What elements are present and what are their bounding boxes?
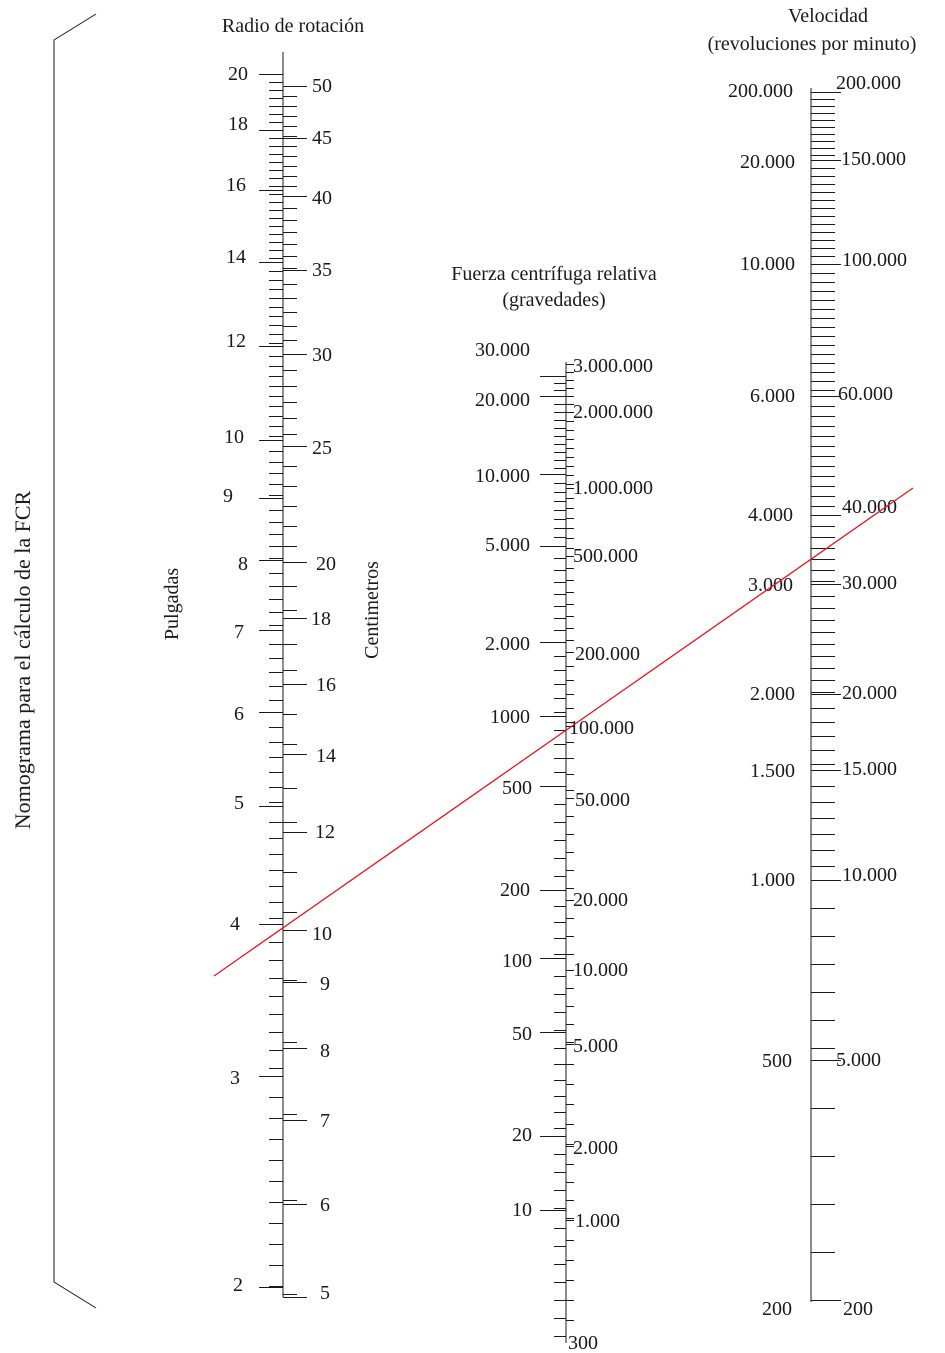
rcf-title-line2: (gravedades) <box>502 289 605 311</box>
speed-title-line2: (revoluciones por minuto) <box>708 33 917 55</box>
rcf-left-label: 100 <box>502 950 532 972</box>
speed-right-label: 60.000 <box>838 383 893 405</box>
rcf-right-label: 1.000.000 <box>573 477 653 499</box>
radius-cm-label: 10 <box>312 923 332 945</box>
speed-left-label: 1.500 <box>750 760 795 782</box>
radius-title: Radio de rotación <box>222 15 364 37</box>
rcf-left-label: 1000 <box>490 706 530 728</box>
rcf-left-label: 10.000 <box>475 465 530 487</box>
rcf-left-label: 2.000 <box>485 633 530 655</box>
radius-cm-label: 9 <box>320 973 330 995</box>
speed-right-label: 5.000 <box>836 1049 881 1071</box>
speed-right-label: 10.000 <box>842 864 897 886</box>
radius-cm-label: 8 <box>320 1040 330 1062</box>
speed-right-label: 40.000 <box>842 496 897 518</box>
radius-cm-label: 14 <box>316 745 336 767</box>
radius-left-unit: Pulgadas <box>161 568 183 640</box>
speed-left-label: 1.000 <box>750 869 795 891</box>
rcf-right-label: 5.000 <box>573 1035 618 1057</box>
rcf-right-label: 2.000.000 <box>573 401 653 423</box>
speed-left-label: 6.000 <box>750 385 795 407</box>
radius-cm-label: 16 <box>316 674 336 696</box>
speed-right-label: 200 <box>843 1298 873 1320</box>
speed-left-label: 20.000 <box>740 151 795 173</box>
rcf-right-label: 3.000.000 <box>573 355 653 377</box>
rcf-right-label: 300 <box>568 1332 598 1353</box>
radius-inch-label: 16 <box>226 174 246 196</box>
radius-inch-label: 12 <box>226 330 246 352</box>
rcf-right-label: 200.000 <box>575 643 640 665</box>
radius-inch-label: 14 <box>226 246 246 268</box>
speed-right-label: 30.000 <box>842 572 897 594</box>
example-isopleth-line <box>213 487 914 977</box>
radius-cm-label: 35 <box>312 259 332 281</box>
radius-inch-label: 5 <box>234 792 244 814</box>
speed-right-label: 200.000 <box>836 72 901 94</box>
radius-cm-label: 40 <box>312 187 332 209</box>
side-bracket <box>53 13 97 1309</box>
speed-left-label: 500 <box>762 1050 792 1072</box>
radius-cm-label: 6 <box>320 1194 330 1216</box>
radius-cm-label: 50 <box>312 75 332 97</box>
speed-right-label: 100.000 <box>842 249 907 271</box>
radius-inch-label: 10 <box>224 426 244 448</box>
speed-left-label: 10.000 <box>740 253 795 275</box>
rcf-right-label: 100.000 <box>569 717 634 739</box>
rcf-right-label: 1.000 <box>575 1210 620 1232</box>
rcf-left-label: 10 <box>512 1199 532 1221</box>
rcf-right-label: 50.000 <box>575 789 630 811</box>
radius-cm-label: 25 <box>312 437 332 459</box>
rcf-left-label: 500 <box>502 777 532 799</box>
rcf-left-label: 5.000 <box>485 534 530 556</box>
radius-inch-label: 20 <box>228 63 248 85</box>
radius-cm-label: 7 <box>320 1110 330 1132</box>
radius-cm-label: 20 <box>316 553 336 575</box>
rcf-right-label: 500.000 <box>573 545 638 567</box>
rcf-left-label: 30.000 <box>475 339 530 361</box>
radius-cm-label: 18 <box>311 608 331 630</box>
radius-inch-label: 7 <box>234 621 244 643</box>
speed-left-label: 4.000 <box>748 504 793 526</box>
rcf-left-label: 20.000 <box>475 389 530 411</box>
rcf-right-label: 2.000 <box>573 1137 618 1159</box>
radius-inch-label: 3 <box>230 1067 240 1089</box>
radius-inch-label: 18 <box>228 113 248 135</box>
scale-ticks <box>259 74 841 1337</box>
radius-inch-label: 8 <box>238 553 248 575</box>
radius-cm-label: 5 <box>320 1282 330 1304</box>
rcf-title-line1: Fuerza centrífuga relativa <box>451 263 657 285</box>
speed-right-label: 15.000 <box>842 758 897 780</box>
rcf-left-label: 20 <box>512 1124 532 1146</box>
side-title: Nomograma para el cálculo de la FCR <box>10 490 35 829</box>
speed-right-label: 150.000 <box>841 148 906 170</box>
speed-left-label: 200.000 <box>728 80 793 102</box>
rcf-right-label: 10.000 <box>573 959 628 981</box>
radius-inch-label: 2 <box>233 1274 243 1296</box>
speed-left-label: 2.000 <box>750 683 795 705</box>
radius-cm-label: 12 <box>315 821 335 843</box>
rcf-left-label: 50 <box>512 1023 532 1045</box>
speed-left-label: 200 <box>762 1298 792 1320</box>
radius-inch-label: 9 <box>223 485 233 507</box>
rcf-left-label: 200 <box>500 879 530 901</box>
radius-inch-label: 6 <box>234 703 244 725</box>
radius-inch-label: 4 <box>230 913 240 935</box>
speed-left-label: 3.000 <box>748 574 793 596</box>
speed-right-label: 20.000 <box>842 682 897 704</box>
radius-cm-label: 45 <box>312 127 332 149</box>
radius-right-unit: Centimetros <box>361 561 383 659</box>
speed-title-line1: Velocidad <box>788 5 868 27</box>
radius-cm-label: 30 <box>312 344 332 366</box>
rcf-right-label: 20.000 <box>573 889 628 911</box>
